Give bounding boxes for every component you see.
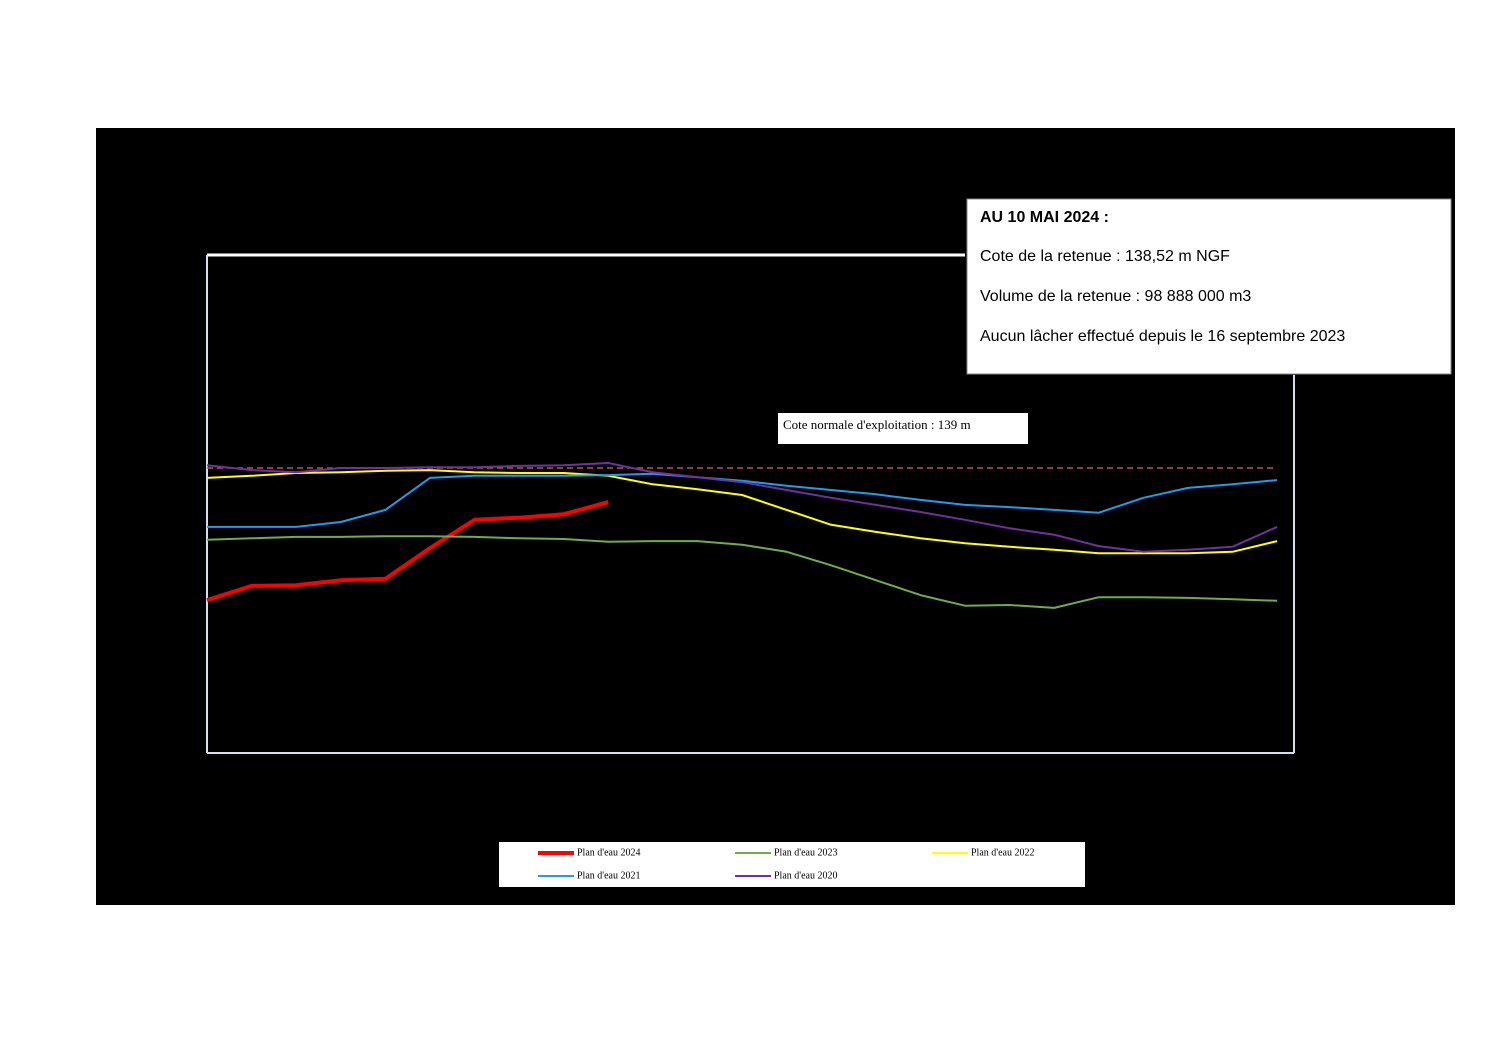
series-line <box>206 535 1278 609</box>
annotation-line: Cote de la retenue : 138,52 m NGF <box>980 248 1230 265</box>
annotation-line: Volume de la retenue : 98 888 000 m3 <box>980 288 1251 305</box>
legend <box>499 842 1085 887</box>
annotation-box <box>966 198 1452 375</box>
reference-label-box <box>778 413 1028 444</box>
series-line <box>206 500 609 603</box>
legend-label: Plan d'eau 2024 <box>577 847 640 858</box>
legend-label: Plan d'eau 2022 <box>971 847 1034 858</box>
legend-label: Plan d'eau 2023 <box>774 847 837 858</box>
plot-area <box>206 462 1278 609</box>
reference-label: Cote normale d'exploitation : 139 m <box>783 417 971 432</box>
legend-items: Plan d'eau 2024 Plan d'eau 2023 Plan d'eau… <box>538 847 1034 881</box>
annotation-line: Aucun lâcher effectué depuis le 16 septe… <box>980 328 1345 345</box>
series-line <box>206 462 1278 553</box>
series-line <box>206 469 1278 555</box>
legend-label: Plan d'eau 2021 <box>577 870 640 881</box>
annotation-title: AU 10 MAI 2024 : <box>980 209 1109 226</box>
legend-label: Plan d'eau 2020 <box>774 870 837 881</box>
series-line <box>207 472 1278 528</box>
